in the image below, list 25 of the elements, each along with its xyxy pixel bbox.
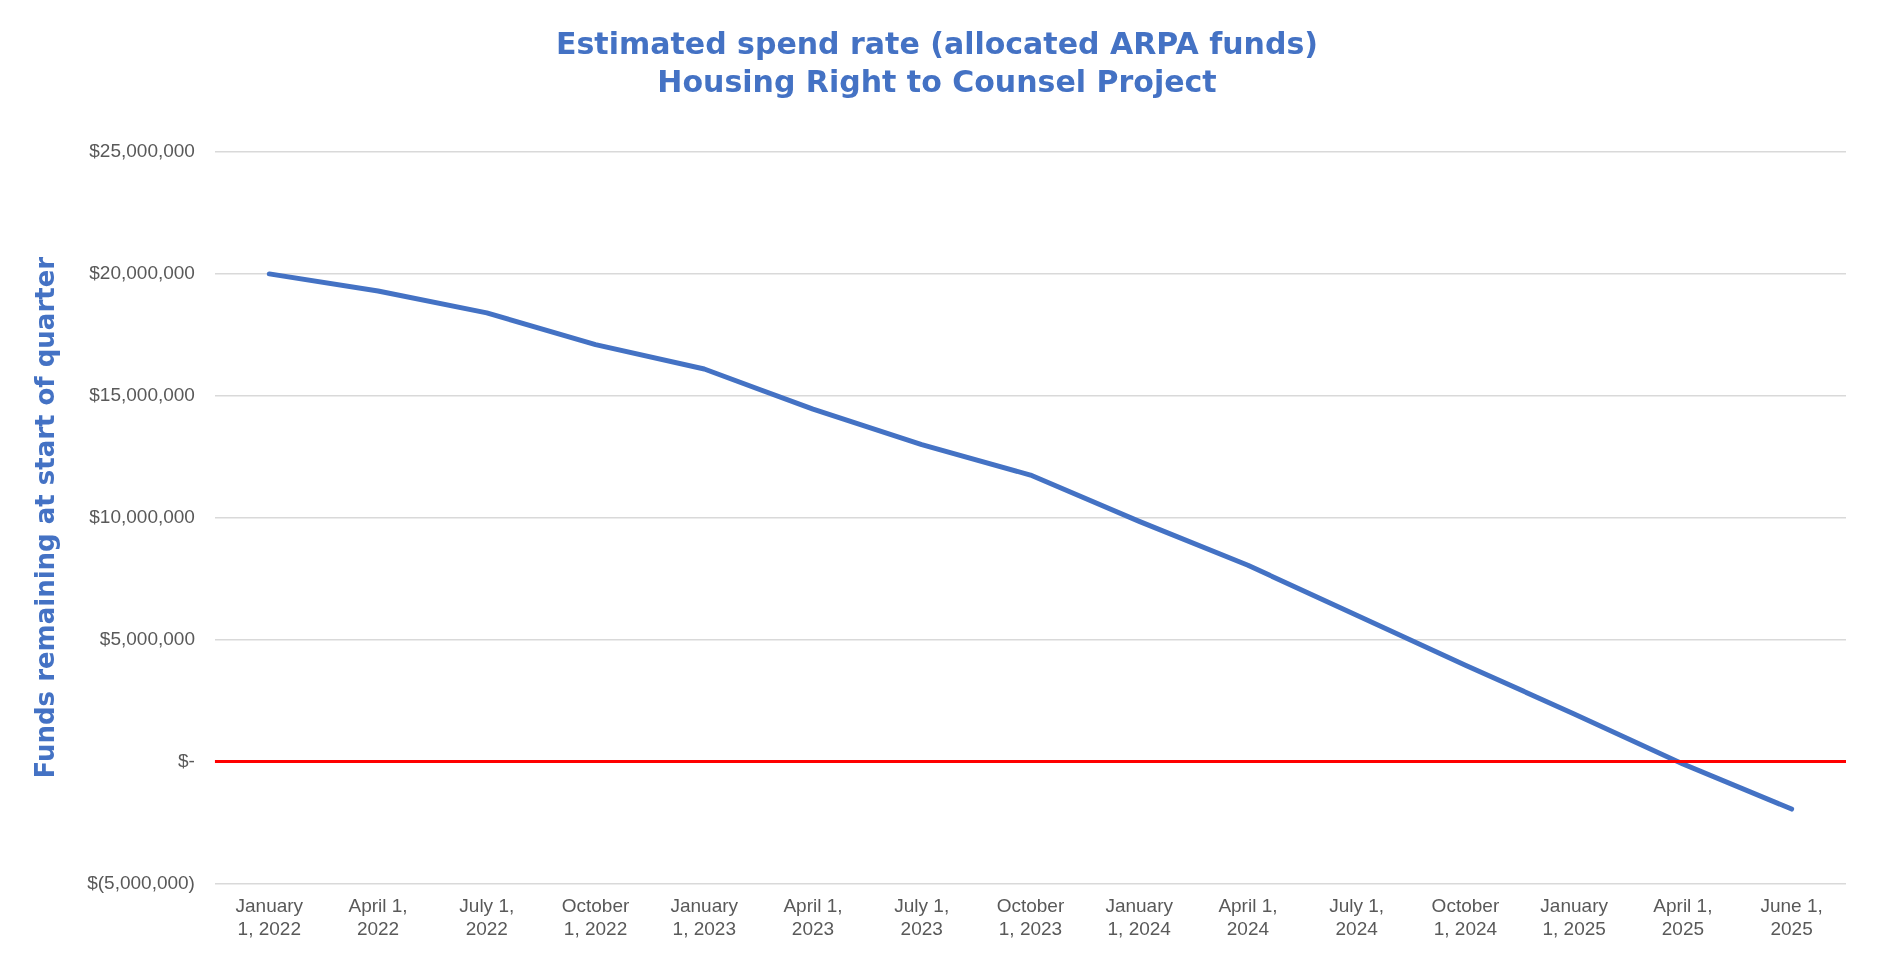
x-tick-label: July 1, 2022 [459, 895, 515, 939]
x-tick-label: April 1, 2025 [1653, 895, 1713, 939]
y-tick-label: $15,000,000 [89, 384, 195, 406]
x-tick-label: January 1, 2025 [1540, 895, 1609, 939]
x-tick-label: June 1, 2025 [1760, 895, 1823, 939]
x-tick-label: October 1, 2024 [1431, 895, 1500, 939]
x-tick-label: January 1, 2023 [670, 895, 739, 939]
x-tick-label: July 1, 2024 [1329, 895, 1385, 939]
y-tick-label: $- [178, 749, 195, 771]
chart-subtitle: Housing Right to Counsel Project [657, 63, 1217, 99]
y-tick-label: $20,000,000 [89, 262, 195, 284]
chart-title: Estimated spend rate (allocated ARPA funds) [556, 25, 1318, 61]
x-tick-label: October 1, 2023 [996, 895, 1065, 939]
x-tick-label: October 1, 2022 [561, 895, 630, 939]
y-tick-label: $25,000,000 [89, 140, 195, 162]
y-tick-label: $(5,000,000) [87, 871, 195, 893]
x-tick-label: January 1, 2022 [235, 895, 304, 939]
x-tick-label: April 1, 2023 [783, 895, 843, 939]
x-tick-label: April 1, 2024 [1218, 895, 1278, 939]
y-tick-label: $10,000,000 [89, 505, 195, 527]
x-tick-label: April 1, 2022 [348, 895, 408, 939]
x-tick-label: January 1, 2024 [1105, 895, 1174, 939]
y-axis-title: Funds remaining at start of quarter [30, 256, 61, 779]
x-tick-label: July 1, 2023 [894, 895, 950, 939]
y-tick-label: $5,000,000 [99, 627, 195, 649]
